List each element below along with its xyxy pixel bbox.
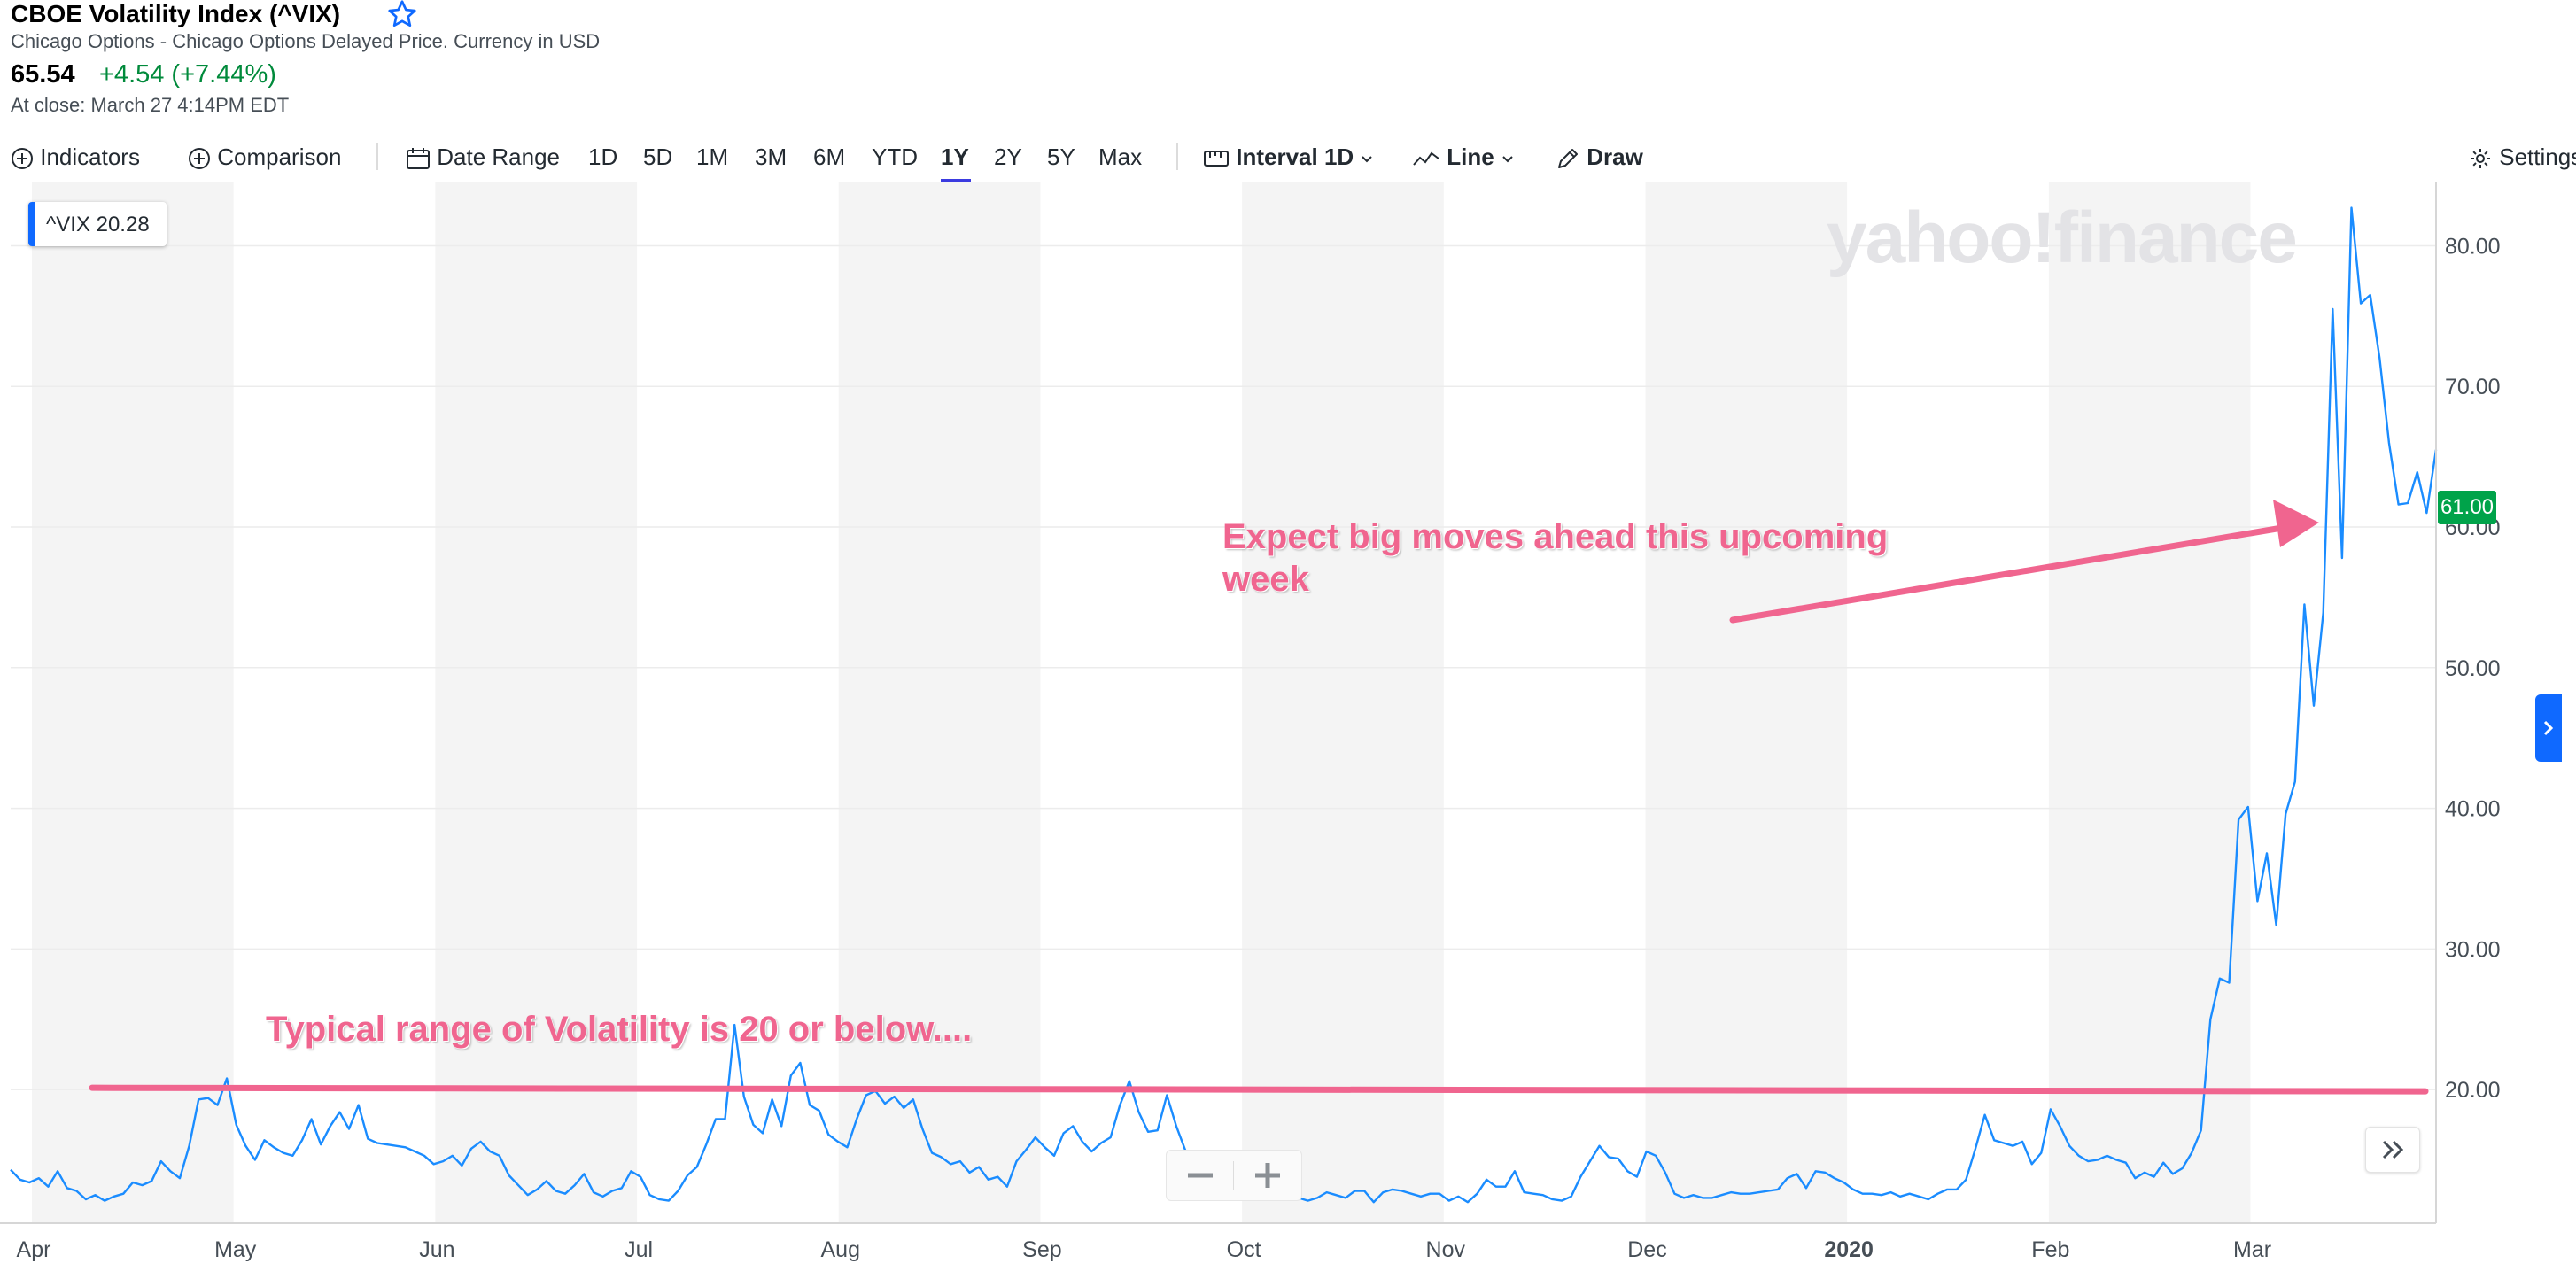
chart-type-dropdown[interactable]: Line: [1412, 142, 1515, 172]
gridlines: [11, 244, 2436, 1090]
zoom-out-button[interactable]: [1167, 1151, 1234, 1200]
x-tick-label: Oct: [1227, 1237, 1261, 1262]
x-tick-label: 2020: [1824, 1237, 1874, 1262]
range-ytd[interactable]: YTD: [872, 143, 918, 170]
y-tick-label: 30.00: [2445, 937, 2501, 962]
settings-button[interactable]: Settings: [2468, 142, 2576, 172]
x-tick-label: Aug: [820, 1237, 859, 1262]
x-tick-label: Nov: [1426, 1237, 1466, 1262]
range-1y[interactable]: 1Y: [941, 143, 969, 170]
draw-label: Draw: [1587, 143, 1643, 170]
chevron-down-icon: [1362, 156, 1373, 163]
annotation-upper: Expect big moves ahead this upcoming wee…: [1222, 517, 1889, 599]
side-panel-toggle[interactable]: [2535, 694, 2562, 762]
range-6m[interactable]: 6M: [813, 143, 846, 170]
date-range-label: Date Range: [437, 143, 560, 170]
double-chevron-right-icon: [2382, 1140, 2404, 1159]
price-change: +4.54 (+7.44%): [99, 60, 276, 89]
toolbar-divider: [1176, 143, 1178, 170]
month-band: [1645, 182, 1848, 1223]
range-max[interactable]: Max: [1098, 143, 1143, 170]
page-title: CBOE Volatility Index (^VIX): [11, 0, 341, 27]
x-tick-label: Apr: [17, 1237, 51, 1262]
current-price-tag: 61.00: [2438, 491, 2496, 524]
line-chart-icon: [1413, 151, 1439, 166]
x-tick-label: Sep: [1022, 1237, 1061, 1262]
legend-label: ^VIX 20.28: [46, 213, 150, 236]
toolbar-divider: [376, 143, 378, 170]
calendar-icon: [407, 148, 430, 170]
month-band: [2048, 182, 2251, 1223]
date-range-button[interactable]: Date Range: [406, 142, 560, 172]
y-tick-label: 80.00: [2445, 234, 2501, 259]
plus-circle-icon: [12, 148, 33, 170]
minus-icon: [1188, 1173, 1213, 1178]
zoom-controls: [1166, 1150, 1302, 1201]
range-5y[interactable]: 5Y: [1047, 143, 1075, 170]
range-5d[interactable]: 5D: [643, 143, 673, 170]
interval-dropdown[interactable]: Interval 1D: [1203, 142, 1374, 172]
interval-label: Interval: [1236, 143, 1318, 170]
month-band: [1242, 182, 1444, 1223]
interval-value: 1D: [1323, 143, 1354, 170]
zoom-divider: [1233, 1161, 1234, 1190]
expand-button[interactable]: [2365, 1127, 2420, 1173]
month-band: [32, 182, 234, 1223]
comparison-label: Comparison: [217, 143, 342, 170]
close-time: At close: March 27 4:14PM EDT: [11, 94, 290, 116]
x-tick-label: Dec: [1627, 1237, 1666, 1262]
current-price: 65.54: [11, 60, 75, 89]
month-band: [838, 182, 1041, 1223]
settings-label: Settings: [2499, 143, 2576, 170]
range-3m[interactable]: 3M: [755, 143, 788, 170]
plus-circle-icon: [189, 148, 210, 170]
chart-area[interactable]: 20.00 30.00 40.00 50.00 60.00 70.00 80.00 Apr M…: [0, 182, 2576, 1279]
y-tick-label: 70.00: [2445, 375, 2501, 399]
chevron-right-icon: [2543, 720, 2554, 736]
pencil-icon: [1558, 149, 1578, 169]
x-tick-label: May: [214, 1237, 257, 1262]
x-tick-label: Jul: [625, 1237, 653, 1262]
legend-color-bar: [28, 202, 35, 246]
y-tick-label: 40.00: [2445, 797, 2501, 822]
gear-icon: [2471, 149, 2490, 169]
range-2y[interactable]: 2Y: [994, 143, 1022, 170]
x-tick-label: Jun: [419, 1237, 454, 1262]
month-bands: [32, 182, 2251, 1223]
x-tick-label: Feb: [2031, 1237, 2069, 1262]
indicators-label: Indicators: [40, 143, 140, 170]
annotation-arrow: [1729, 500, 2319, 624]
y-tick-label: 20.00: [2445, 1078, 2501, 1103]
reference-line-20: [89, 1084, 2429, 1095]
exchange-subtitle: Chicago Options - Chicago Options Delaye…: [11, 30, 601, 52]
chart-toolbar: Indicators Comparison Date Range 1D 5D 1…: [0, 133, 2576, 182]
yahoo-finance-watermark: yahoo!finance: [1827, 198, 2298, 278]
chevron-down-icon: [1502, 156, 1513, 163]
zoom-in-button[interactable]: [1234, 1151, 1301, 1200]
month-band: [435, 182, 638, 1223]
ruler-icon: [1204, 151, 1229, 167]
x-axis-labels: Apr May Jun Jul Aug Sep Oct Nov Dec 2020 Feb Mar: [17, 1237, 2272, 1262]
annotation-lower: Typical range of Volatility is 20 or bel…: [266, 1010, 973, 1049]
range-1d[interactable]: 1D: [588, 143, 618, 170]
active-range-indicator: [941, 179, 971, 182]
range-1m[interactable]: 1M: [696, 143, 729, 170]
y-tick-label: 50.00: [2445, 656, 2501, 681]
star-icon[interactable]: [386, 0, 418, 30]
plus-icon: [1255, 1163, 1280, 1188]
indicators-button[interactable]: Indicators: [11, 142, 140, 172]
draw-button[interactable]: Draw: [1556, 142, 1643, 172]
x-tick-label: Mar: [2233, 1237, 2271, 1262]
comparison-button[interactable]: Comparison: [188, 142, 341, 172]
series-legend[interactable]: ^VIX 20.28: [28, 202, 167, 246]
chart-type-label: Line: [1447, 143, 1494, 170]
